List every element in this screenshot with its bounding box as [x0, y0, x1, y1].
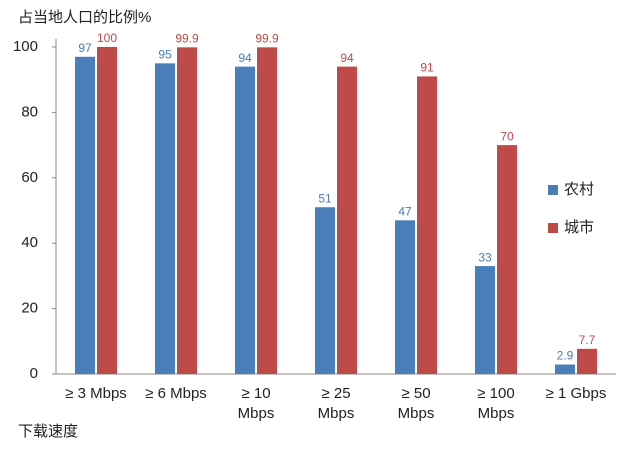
- value-label: 70: [500, 129, 514, 143]
- x-tick-label: ≥ 1 Gbps: [545, 385, 607, 402]
- value-label: 94: [238, 51, 252, 65]
- y-tick-label: 0: [30, 365, 38, 382]
- y-tick-label: 40: [21, 234, 38, 251]
- y-tick-label: 20: [21, 300, 38, 317]
- value-label: 51: [318, 191, 332, 205]
- x-tick-label: ≥ 3 Mbps: [65, 385, 127, 402]
- bar: [395, 220, 415, 374]
- legend-label: 城市: [564, 219, 594, 236]
- bar: [155, 63, 175, 374]
- legend-label: 农村: [564, 181, 594, 198]
- bar: [177, 47, 197, 375]
- y-tick-label: 100: [13, 38, 38, 55]
- value-label: 100: [97, 31, 117, 45]
- x-tick-label: ≥ 25 Mbps: [317, 385, 355, 422]
- chart-title: 占当地人口的比例%: [18, 9, 151, 26]
- value-label: 94: [340, 51, 354, 65]
- value-label: 97: [78, 41, 92, 55]
- value-label: 91: [420, 61, 434, 75]
- bar: [315, 207, 335, 374]
- bar: [257, 47, 277, 375]
- bar: [577, 348, 597, 374]
- bar: [497, 145, 517, 374]
- bar: [337, 66, 357, 375]
- value-label: 2.9: [557, 349, 574, 363]
- bar: [75, 56, 95, 375]
- x-tick-label: ≥ 6 Mbps: [145, 385, 207, 402]
- x-axis-label: 下载速度: [18, 423, 78, 440]
- value-label: 95: [158, 48, 172, 62]
- x-tick-label: ≥ 10 Mbps: [237, 385, 275, 422]
- legend-swatch: [548, 185, 558, 195]
- value-label: 99.9: [175, 31, 199, 45]
- bar: [235, 66, 255, 375]
- bar: [97, 47, 117, 374]
- bar: [475, 266, 495, 374]
- bar: [555, 364, 575, 374]
- x-tick-label: ≥ 50 Mbps: [397, 385, 435, 422]
- value-label: 99.9: [255, 31, 279, 45]
- value-label: 7.7: [579, 333, 596, 347]
- value-label: 47: [398, 204, 412, 218]
- value-label: 33: [478, 250, 492, 264]
- bar: [417, 76, 437, 375]
- y-tick-label: 60: [21, 169, 38, 186]
- y-tick-label: 80: [21, 103, 38, 120]
- x-tick-label: ≥ 100 Mbps: [477, 385, 515, 422]
- legend-swatch: [548, 223, 558, 233]
